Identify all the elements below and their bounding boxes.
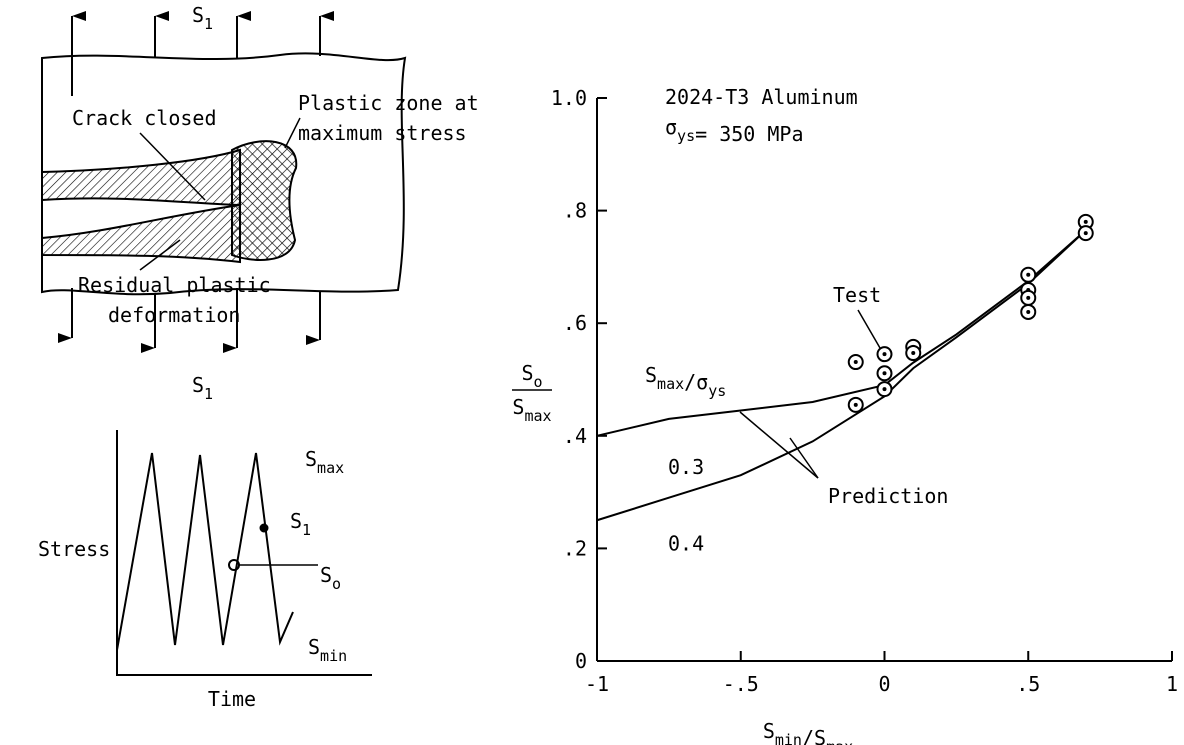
x-tick-label: 1 (1166, 672, 1178, 696)
figure: S1S1Crack closedPlastic zone atmaximum s… (0, 0, 1184, 745)
plastic-zone (232, 141, 296, 260)
test-dot (854, 403, 858, 407)
text-part: /σ (684, 370, 708, 394)
text-part: S (305, 447, 317, 471)
x-tick-label: -1 (585, 672, 609, 696)
annotation: Prediction (828, 484, 948, 508)
plate-diagram (42, 16, 405, 348)
subscript: 1 (204, 385, 213, 403)
text-part: S (192, 373, 204, 397)
y-axis-label: Stress (38, 537, 110, 561)
subscript: max (524, 407, 551, 425)
text-part: S (308, 635, 320, 659)
annotation: Smax/σys (645, 363, 726, 400)
load-label: S1 (192, 3, 213, 33)
y-axis-label: So (521, 361, 542, 391)
subscript: ys (708, 382, 726, 400)
stress-label: Smin (308, 635, 347, 665)
text-part: S (290, 509, 302, 533)
crack-label: Crack closed (72, 106, 217, 130)
test-point (878, 382, 892, 396)
subscript: o (534, 373, 543, 391)
text-part: σ (665, 115, 677, 139)
test-dot (854, 360, 858, 364)
subscript: 1 (302, 521, 311, 539)
stress-label: Smax (305, 447, 344, 477)
curve-label: 0.4 (668, 531, 704, 555)
test-dot (883, 352, 887, 356)
test-dot (1026, 296, 1030, 300)
crack-flank (42, 205, 240, 262)
x-axis-label: Smin/Smax (763, 719, 853, 745)
y-tick-label: .4 (563, 424, 587, 448)
residual-label: deformation (108, 303, 240, 327)
text-part: S (645, 363, 657, 387)
test-point (1021, 305, 1035, 319)
stress-cycle (117, 453, 293, 650)
test-point (906, 346, 920, 360)
y-tick-label: .2 (563, 536, 587, 560)
subscript: o (332, 575, 341, 593)
text-part: S (521, 361, 533, 385)
annotation: 2024-T3 Aluminum (665, 85, 858, 109)
subscript: max (657, 375, 684, 393)
x-tick-label: -.5 (723, 672, 759, 696)
x-tick-label: .5 (1016, 672, 1040, 696)
leader-line (858, 310, 880, 348)
test-label: Test (833, 283, 881, 307)
stress-label: So (320, 563, 341, 593)
y-axis-label: Smax (512, 395, 551, 425)
x-axis-label: Time (208, 687, 256, 711)
s1-point (261, 525, 268, 532)
stress-label: S1 (290, 509, 311, 539)
subscript: ys (677, 127, 695, 145)
test-dot (1026, 273, 1030, 277)
crack-flank (42, 150, 240, 205)
test-dot (883, 371, 887, 375)
subscript: max (317, 459, 344, 477)
text-part: S (320, 563, 332, 587)
text-part: /S (802, 726, 826, 745)
test-dot (1084, 220, 1088, 224)
test-point (1021, 291, 1035, 305)
curve-label: 0.3 (668, 455, 704, 479)
plastic-zone-label: Plastic zone at (298, 91, 479, 115)
residual-label: Residual plastic (78, 273, 271, 297)
y-tick-label: .8 (563, 199, 587, 223)
test-point (1079, 226, 1093, 240)
test-dot (883, 387, 887, 391)
text-part: S (192, 3, 204, 27)
prediction-curve (597, 230, 1086, 435)
subscript: min (775, 731, 802, 745)
test-point (878, 347, 892, 361)
annotation: σys= 350 MPa (665, 115, 803, 146)
x-tick-label: 0 (878, 672, 890, 696)
subscript: max (826, 738, 853, 745)
subscript: min (320, 647, 347, 665)
subscript: 1 (204, 15, 213, 33)
test-dot (1026, 310, 1030, 314)
y-tick-label: .6 (563, 311, 587, 335)
test-point (849, 398, 863, 412)
plastic-zone-label: maximum stress (298, 121, 467, 145)
test-dot (1084, 231, 1088, 235)
test-point (1021, 268, 1035, 282)
text-part: S (763, 719, 775, 743)
text-part: = 350 MPa (695, 122, 803, 146)
test-dot (911, 351, 915, 355)
y-tick-label: 0 (575, 649, 587, 673)
test-point (849, 355, 863, 369)
text-part: S (512, 395, 524, 419)
test-point (878, 366, 892, 380)
y-tick-label: 1.0 (551, 86, 587, 110)
load-label: S1 (192, 373, 213, 403)
